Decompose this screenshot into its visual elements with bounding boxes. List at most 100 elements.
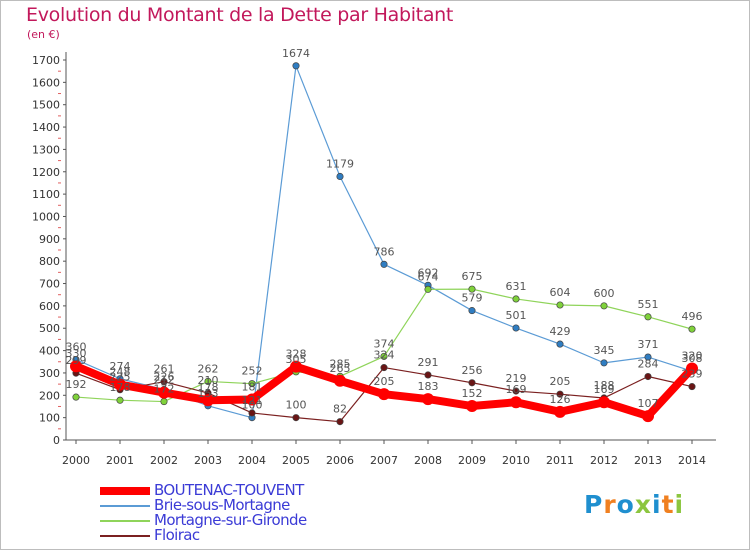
data-label: 188 xyxy=(594,379,615,392)
logo-letter: o xyxy=(616,490,635,519)
data-point xyxy=(600,302,608,310)
x-tick-label: 2003 xyxy=(194,454,222,467)
x-tick-label: 2005 xyxy=(282,454,310,467)
data-point xyxy=(72,393,80,401)
data-label: 178 xyxy=(198,381,219,394)
chart-subtitle: (en €) xyxy=(27,28,60,41)
legend-label: Floirac xyxy=(154,526,200,544)
data-label: 371 xyxy=(638,338,659,351)
x-tick-label: 2001 xyxy=(106,454,134,467)
legend-label: Mortagne-sur-Gironde xyxy=(154,511,307,529)
data-point xyxy=(642,410,654,423)
data-label: 181 xyxy=(242,381,263,394)
data-point xyxy=(204,377,212,385)
data-label: 374 xyxy=(374,337,395,350)
data-label: 1674 xyxy=(282,47,310,60)
data-point xyxy=(378,388,390,401)
data-label: 210 xyxy=(198,374,219,387)
data-point xyxy=(380,260,388,268)
y-tick-label: 400 xyxy=(39,345,60,358)
y-tick-label: 900 xyxy=(39,233,60,246)
data-point xyxy=(556,340,564,348)
data-label: 291 xyxy=(418,356,439,369)
data-label: 262 xyxy=(198,362,219,375)
data-label: 320 xyxy=(682,349,703,362)
data-label: 265 xyxy=(330,362,351,375)
data-label: 299 xyxy=(66,354,87,367)
data-point xyxy=(70,360,82,373)
data-point xyxy=(248,380,256,388)
data-label: 100 xyxy=(286,399,307,412)
data-point xyxy=(290,360,302,373)
data-label: 324 xyxy=(374,349,395,362)
data-point xyxy=(600,359,608,367)
x-tick-label: 2010 xyxy=(502,454,530,467)
data-label: 261 xyxy=(154,363,175,376)
data-point xyxy=(160,398,168,406)
y-tick-label: 600 xyxy=(39,300,60,313)
data-point xyxy=(466,400,478,413)
x-tick-label: 2002 xyxy=(150,454,178,467)
legend-swatch xyxy=(100,505,150,507)
data-point xyxy=(116,396,124,404)
y-tick-label: 1700 xyxy=(32,54,60,67)
x-tick-label: 2004 xyxy=(238,454,266,467)
y-tick-label: 1000 xyxy=(32,210,60,223)
data-point xyxy=(422,393,434,406)
data-label: 82 xyxy=(333,403,347,416)
data-label: 330 xyxy=(66,347,87,360)
data-point xyxy=(246,393,258,406)
data-label: 219 xyxy=(506,372,527,385)
y-tick-label: 800 xyxy=(39,255,60,268)
data-label: 496 xyxy=(682,310,703,323)
y-tick-label: 1600 xyxy=(32,76,60,89)
data-label: 169 xyxy=(594,383,615,396)
data-label: 551 xyxy=(638,298,659,311)
y-tick-label: 300 xyxy=(39,367,60,380)
data-point xyxy=(556,390,564,398)
data-label: 360 xyxy=(66,341,87,354)
data-point xyxy=(336,418,344,426)
legend-label: BOUTENAC-TOUVENT xyxy=(154,481,304,499)
data-point xyxy=(644,313,652,321)
x-tick-label: 2014 xyxy=(678,454,706,467)
data-point xyxy=(424,285,432,293)
data-point xyxy=(644,353,652,361)
logo-letter: t xyxy=(661,490,675,519)
legend-swatch xyxy=(100,520,150,522)
data-label: 183 xyxy=(418,380,439,393)
data-label: 126 xyxy=(550,393,571,406)
data-point xyxy=(160,378,168,386)
x-tick-label: 2007 xyxy=(370,454,398,467)
data-point xyxy=(512,324,520,332)
logo-letter: r xyxy=(603,490,617,519)
data-label: 248 xyxy=(110,366,131,379)
x-tick-label: 2013 xyxy=(634,454,662,467)
data-label: 692 xyxy=(418,266,439,279)
data-point xyxy=(512,387,520,395)
data-label: 579 xyxy=(462,292,483,305)
data-label: 107 xyxy=(638,397,659,410)
data-label: 305 xyxy=(286,353,307,366)
data-point xyxy=(598,396,610,409)
data-label: 169 xyxy=(506,383,527,396)
y-tick-label: 700 xyxy=(39,278,60,291)
data-label: 121 xyxy=(242,394,263,407)
data-label: 226 xyxy=(154,370,175,383)
logo-letter: i xyxy=(652,490,662,519)
data-point xyxy=(336,172,344,181)
data-label: 345 xyxy=(594,344,615,357)
logo-letter: P xyxy=(584,490,604,519)
data-label: 239 xyxy=(682,368,703,381)
data-point xyxy=(688,325,696,333)
data-label: 153 xyxy=(198,387,219,400)
x-tick-label: 2000 xyxy=(62,454,90,467)
legend-label: Brie-sous-Mortagne xyxy=(154,496,290,514)
data-label: 178 xyxy=(110,381,131,394)
data-label: 501 xyxy=(506,309,527,322)
data-label: 786 xyxy=(374,245,395,258)
x-tick-label: 2008 xyxy=(414,454,442,467)
data-label: 604 xyxy=(550,286,571,299)
